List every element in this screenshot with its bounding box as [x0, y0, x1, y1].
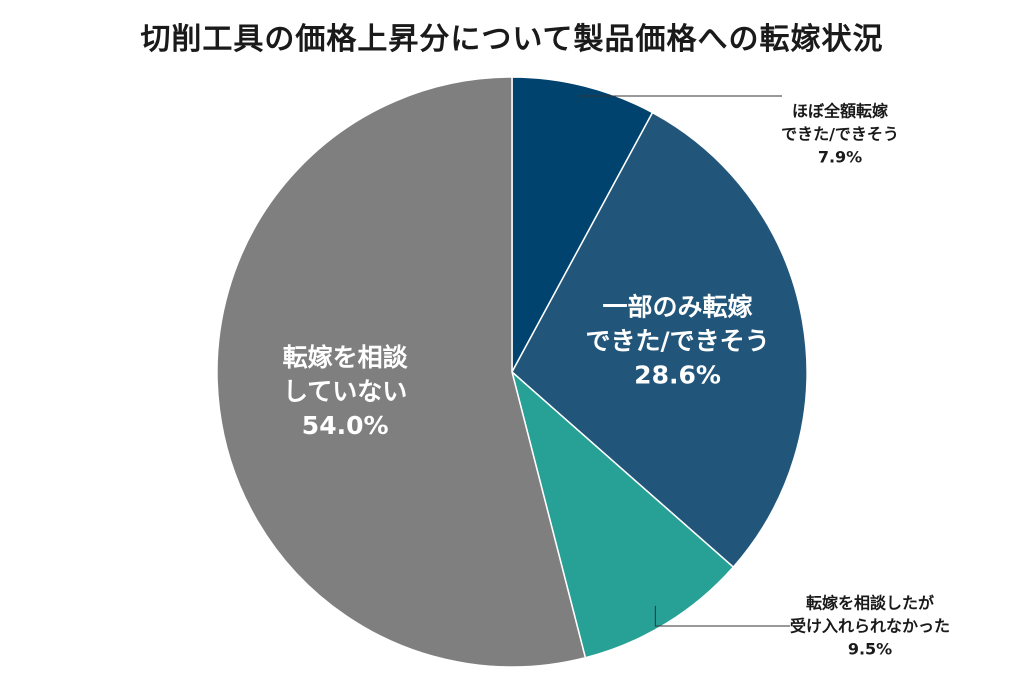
- slice-category-label: 転嫁を相談: [283, 343, 409, 372]
- slice-category-label: 受け入れられなかった: [790, 617, 950, 636]
- pie-slice: [216, 76, 587, 668]
- slice-category-label: していない: [283, 377, 407, 406]
- chart-title: 切削工具の価格上昇分について製品価格への転嫁状況: [140, 22, 884, 57]
- slice-value-label: 54.0%: [302, 411, 389, 440]
- slice-category-label: 転嫁を相談したが: [806, 594, 934, 613]
- slice-category-label: ほぼ全額転嫁: [792, 102, 888, 121]
- leader-line: [654, 605, 790, 627]
- pie-slice: [511, 76, 654, 373]
- leader-line: [578, 95, 782, 107]
- slice-value-label: 7.9%: [818, 148, 862, 167]
- slice-category-label: できた/できそう: [781, 125, 899, 144]
- slice-value-label: 9.5%: [848, 640, 892, 659]
- slice-category-label: できた/できそう: [585, 327, 769, 356]
- slice-value-label: 28.6%: [634, 361, 721, 390]
- pie-slice: [511, 111, 808, 569]
- slice-category-label: 一部のみ転嫁: [603, 293, 753, 322]
